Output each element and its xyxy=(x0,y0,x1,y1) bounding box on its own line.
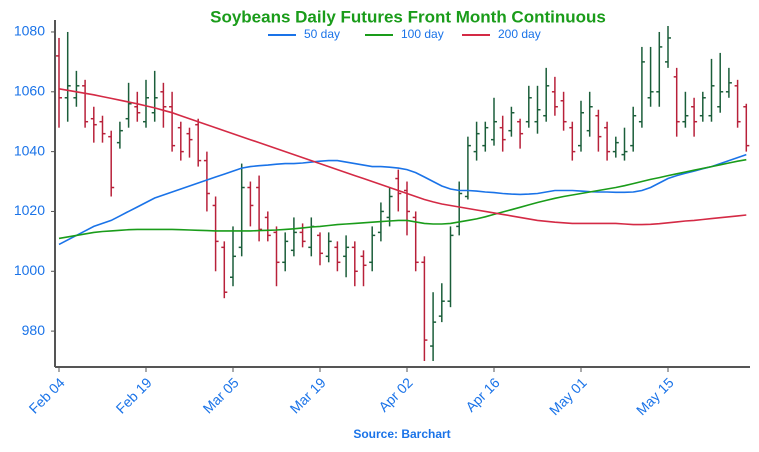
y-tick-label: 1040 xyxy=(14,142,45,158)
x-tick-label: May 15 xyxy=(633,374,677,418)
y-tick-label: 1060 xyxy=(14,82,45,98)
y-tick-label: 1000 xyxy=(14,262,45,278)
x-tick-label: May 01 xyxy=(546,374,590,418)
x-tick-label: Mar 19 xyxy=(287,374,329,416)
legend-label: 200 day xyxy=(498,27,541,41)
legend-label: 50 day xyxy=(304,27,340,41)
moving-average-line xyxy=(58,88,747,226)
x-tick-label: Apr 02 xyxy=(375,374,416,415)
x-tick-label: Apr 16 xyxy=(462,374,503,415)
chart-title: Soybeans Daily Futures Front Month Conti… xyxy=(210,7,606,26)
y-tick-label: 1080 xyxy=(14,23,45,39)
y-tick-label: 980 xyxy=(22,322,46,338)
x-tick-label: Feb 04 xyxy=(26,374,68,416)
x-tick-label: Feb 19 xyxy=(113,374,155,416)
legend-label: 100 day xyxy=(401,27,444,41)
y-tick-label: 1020 xyxy=(14,202,45,218)
x-tick-label: Mar 05 xyxy=(200,374,242,416)
moving-average-line xyxy=(58,158,747,240)
source: Source: Barchart xyxy=(353,427,450,441)
moving-average-line xyxy=(58,153,747,246)
